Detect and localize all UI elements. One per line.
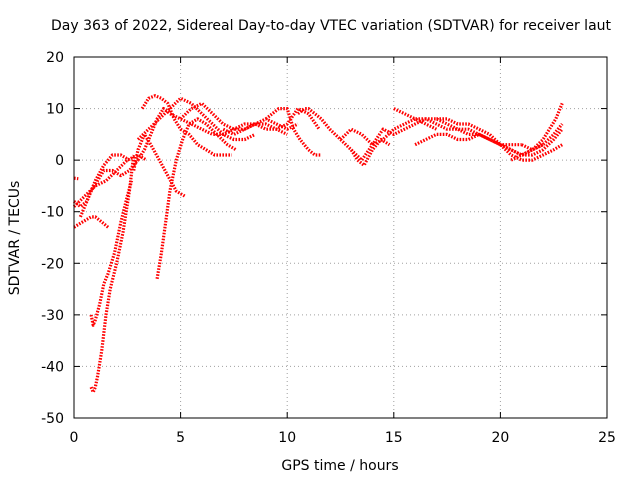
x-axis-label: GPS time / hours bbox=[281, 458, 398, 474]
series-trace-sat-24 bbox=[521, 122, 564, 152]
series-layer bbox=[72, 94, 564, 394]
grid-layer bbox=[74, 57, 607, 418]
series-trace-sat-8 bbox=[136, 106, 288, 161]
series-trace-sat-15 bbox=[264, 106, 322, 157]
y-tick-label: 10 bbox=[46, 102, 64, 118]
y-tick-label: -50 bbox=[41, 411, 64, 427]
series-trace-sat-3 bbox=[89, 180, 134, 327]
y-tick-label: -40 bbox=[41, 359, 64, 375]
y-tick-label: -30 bbox=[41, 308, 64, 324]
y-tick-label: -20 bbox=[41, 256, 64, 272]
series-trace-sat-20 bbox=[414, 132, 544, 157]
y-axis-label: SDTVAR / TECUs bbox=[7, 181, 23, 296]
series-trace-sat-10 bbox=[136, 96, 256, 142]
series-trace-sat-13 bbox=[179, 101, 299, 131]
series-trace-sat-21 bbox=[436, 117, 564, 162]
series-trace-sat-2 bbox=[89, 154, 136, 394]
series-trace-sat-18 bbox=[350, 117, 491, 162]
series-trace-sat-12 bbox=[155, 117, 237, 280]
y-tick-label: 0 bbox=[55, 153, 64, 169]
x-tick-label: 5 bbox=[176, 430, 185, 446]
series-trace-sat-9 bbox=[140, 94, 232, 157]
x-tick-label: 0 bbox=[70, 430, 79, 446]
series-trace-sat-4 bbox=[73, 215, 110, 229]
chart-title: Day 363 of 2022, Sidereal Day-to-day VTE… bbox=[51, 18, 612, 34]
series-trace-sat-17 bbox=[339, 117, 438, 147]
x-tick-label: 10 bbox=[278, 430, 296, 446]
plot-frame bbox=[73, 56, 608, 419]
series-trace-sat-11 bbox=[132, 132, 186, 198]
series-trace-sat-23 bbox=[499, 128, 564, 157]
x-tick-label: 20 bbox=[491, 430, 509, 446]
y-tick-label: -10 bbox=[41, 205, 64, 221]
tick-layer: 0 5 10 15 20 25 -50 -40 -30 -20 -10 0 10 20 bbox=[41, 50, 616, 446]
series-trace-sat-1 bbox=[73, 176, 79, 181]
x-tick-label: 25 bbox=[598, 430, 616, 446]
series-trace-sat-5 bbox=[72, 153, 148, 208]
x-tick-label: 15 bbox=[385, 430, 403, 446]
series-trace-sat-6 bbox=[72, 159, 140, 209]
y-tick-label: 20 bbox=[46, 50, 64, 66]
series-trace-sat-7 bbox=[78, 153, 131, 218]
